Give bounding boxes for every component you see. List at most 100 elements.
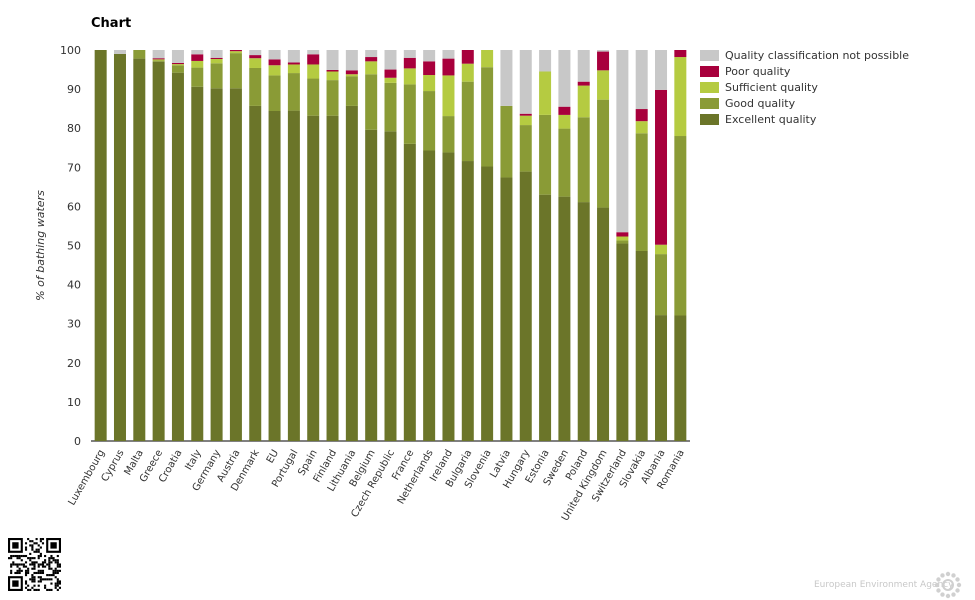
bar-segment — [635, 121, 648, 134]
bar-segment — [268, 50, 281, 60]
bar-segment — [558, 114, 571, 129]
bar-segment — [113, 50, 126, 54]
bar-segment — [461, 63, 474, 82]
bar-segment — [287, 110, 300, 441]
legend-label: Good quality — [725, 96, 796, 110]
legend-swatch — [700, 65, 719, 77]
bar-segment — [307, 64, 320, 79]
bar-segment — [384, 77, 397, 83]
bar-segment — [674, 50, 687, 58]
bar-segment — [442, 50, 455, 59]
bar-segment — [616, 50, 629, 233]
bar-segment — [365, 57, 378, 62]
bar-segment — [171, 65, 184, 73]
y-tick-label: 60 — [67, 200, 81, 213]
bar-segment — [519, 125, 532, 172]
bar-segment — [268, 65, 281, 76]
bar-segment — [403, 84, 416, 144]
legend-item: Good quality — [700, 95, 909, 111]
legend-swatch — [700, 81, 719, 93]
bar-segment — [326, 115, 339, 442]
bar-segment — [210, 57, 223, 59]
bar-segment — [191, 67, 204, 87]
legend-item: Excellent quality — [700, 111, 909, 127]
bar-segment — [171, 64, 184, 66]
bar-segment — [268, 59, 281, 66]
bar-segment — [635, 133, 648, 251]
bar-segment — [307, 78, 320, 116]
bar-segment — [191, 86, 204, 441]
bar-segment — [249, 67, 262, 106]
bar-segment — [461, 50, 474, 64]
bar-segment — [133, 58, 146, 442]
bar-segment — [345, 50, 358, 71]
bar-segment — [384, 131, 397, 441]
bar-segment — [461, 161, 474, 441]
bar-segment — [616, 243, 629, 441]
bar-segment — [423, 61, 436, 76]
bar-segment — [307, 54, 320, 65]
bar-segment — [442, 152, 455, 441]
bar-segment — [152, 59, 165, 61]
y-tick-label: 100 — [60, 44, 81, 57]
y-tick-label: 20 — [67, 357, 81, 370]
bar-segment — [326, 80, 339, 116]
bar-segment — [345, 74, 358, 77]
bar-segment — [597, 99, 610, 208]
bar-segment — [597, 51, 610, 71]
bar-segment — [558, 128, 571, 197]
bar-segment — [268, 75, 281, 111]
bar-segment — [210, 63, 223, 89]
qr-code-icon — [8, 538, 61, 591]
bar-segment — [655, 50, 668, 90]
bar-segment — [577, 81, 590, 86]
footer-credit: European Environment Agency — [814, 580, 954, 590]
bar-segment — [171, 72, 184, 441]
bar-segment — [191, 54, 204, 61]
bar-segment — [481, 67, 494, 167]
legend-swatch — [700, 49, 719, 61]
bar-segment — [229, 51, 242, 54]
bar-segment — [365, 50, 378, 58]
bar-segment — [152, 61, 165, 441]
legend-label: Poor quality — [725, 64, 791, 78]
bar-segment — [519, 113, 532, 116]
bar-segment — [229, 50, 242, 52]
bar-segment — [423, 75, 436, 92]
bar-segment — [461, 81, 474, 162]
bar-segment — [616, 236, 629, 241]
bar-segment — [577, 50, 590, 82]
legend-label: Excellent quality — [725, 112, 817, 126]
legend-swatch — [700, 97, 719, 109]
bar-segment — [616, 240, 629, 244]
bar-segment — [403, 143, 416, 441]
bar-segment — [287, 64, 300, 74]
y-axis-label: % of bathing waters — [34, 190, 47, 301]
bar-segment — [519, 115, 532, 126]
bar-segment — [403, 68, 416, 85]
legend: Quality classification not possible Poor … — [700, 47, 909, 127]
bar-segment — [577, 85, 590, 118]
bar-segment — [674, 315, 687, 441]
bar-segment — [326, 69, 339, 72]
bar-segment — [655, 89, 668, 245]
bar-segment — [597, 50, 610, 52]
bar-segment — [152, 60, 165, 62]
bar-segment — [171, 62, 184, 65]
bar-segment — [249, 50, 262, 56]
bar-segment — [384, 82, 397, 132]
bar-segment — [577, 202, 590, 441]
bar-segment — [94, 50, 107, 441]
bar-segment — [655, 254, 668, 316]
bar-segment — [191, 60, 204, 68]
bar-segment — [365, 61, 378, 75]
bar-segment — [326, 71, 339, 81]
legend-swatch — [700, 113, 719, 125]
bar-segment — [152, 58, 165, 60]
x-tick-label: EU — [265, 448, 281, 465]
bar-segment — [249, 105, 262, 442]
bar-segment — [191, 50, 204, 55]
bar-segment — [384, 50, 397, 70]
y-tick-label: 70 — [67, 161, 81, 174]
bar-segment — [210, 58, 223, 64]
